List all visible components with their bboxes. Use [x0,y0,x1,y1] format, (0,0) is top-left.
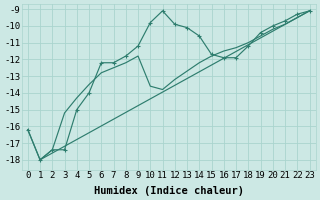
X-axis label: Humidex (Indice chaleur): Humidex (Indice chaleur) [94,186,244,196]
